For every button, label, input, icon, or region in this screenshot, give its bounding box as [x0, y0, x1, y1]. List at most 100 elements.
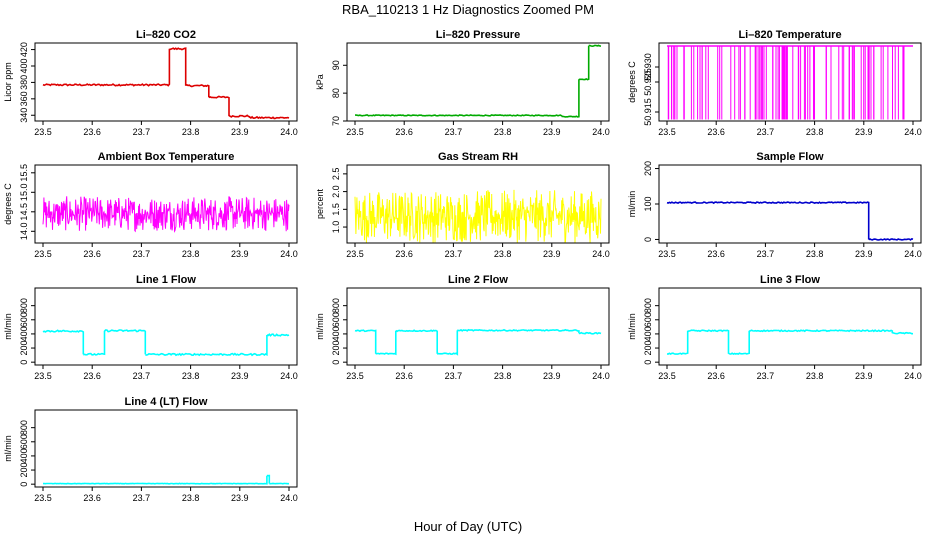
x-tick-label: 24.0 [904, 127, 922, 137]
plot-frame [34, 164, 298, 244]
x-tick-label: 23.9 [231, 127, 249, 137]
y-tick-label: 0 [19, 360, 29, 365]
y-tick-label: 400 [19, 448, 29, 463]
plot-frame [658, 42, 922, 122]
x-tick-label: 23.7 [133, 493, 151, 503]
x-tick-label: 24.0 [280, 249, 298, 259]
series-line [354, 189, 602, 243]
y-tick-label: 800 [19, 420, 29, 435]
series-segment [588, 44, 602, 48]
series-segment [436, 330, 459, 356]
series-segment [868, 238, 914, 241]
y-axis-label: Licor ppm [3, 62, 13, 102]
panel-9: Line 3 Flow 23.5 23.6 23.7 23.8 23.9 24.0 0 2004… [627, 274, 922, 381]
series-line [42, 196, 290, 233]
x-tick-label: 23.7 [445, 249, 463, 259]
series-segment [83, 330, 106, 356]
plot-frame [34, 287, 298, 366]
series-segment [687, 329, 730, 354]
y-tick-label: 600 [19, 434, 29, 449]
plot-frame [658, 164, 922, 244]
y-tick-label: 200 [643, 341, 653, 356]
x-tick-label: 23.6 [83, 371, 101, 381]
x-tick-label: 23.6 [395, 249, 413, 259]
y-tick-label: 800 [19, 298, 29, 313]
y-axis-label: degrees C [627, 61, 637, 103]
plot-frame [34, 409, 298, 488]
x-tick-label: 23.6 [707, 249, 725, 259]
x-tick-label: 23.8 [806, 127, 824, 137]
panel-title: Li–820 Temperature [738, 29, 841, 41]
x-tick-label: 23.7 [445, 127, 463, 137]
x-tick-label: 23.5 [34, 371, 52, 381]
x-tick-label: 23.7 [445, 371, 463, 381]
y-tick-label: 70 [331, 116, 341, 126]
x-tick-label: 24.0 [592, 371, 610, 381]
y-tick-label: 1.5 [331, 203, 341, 216]
series-segment [103, 329, 147, 355]
x-tick-label: 23.8 [806, 371, 824, 381]
series-segment [666, 330, 689, 356]
panel-7: Line 1 Flow 23.5 23.6 23.7 23.8 23.9 24.0 0 2004… [3, 274, 298, 381]
series [354, 189, 602, 243]
series-segment [169, 47, 187, 86]
y-tick-label: 14.0 [19, 223, 29, 241]
panel-5: Gas Stream RH 23.5 23.6 23.7 23.8 23.9 24.0 1.0… [315, 151, 610, 259]
y-tick-label: 400 [19, 58, 29, 73]
panel-3: Li–820 Temperature 23.5 23.6 23.7 23.8 23.9 24… [627, 29, 922, 137]
y-tick-label: 800 [331, 298, 341, 313]
x-tick-label: 23.6 [83, 249, 101, 259]
x-tick-label: 23.5 [658, 127, 676, 137]
y-tick-label: 50.930 [643, 53, 653, 81]
x-tick-label: 23.8 [182, 249, 200, 259]
x-tick-label: 23.5 [34, 493, 52, 503]
panel-title: Line 1 Flow [136, 274, 196, 286]
series-segment [456, 328, 580, 334]
series [42, 196, 290, 233]
x-tick-label: 23.5 [346, 127, 364, 137]
x-tick-label: 23.6 [395, 371, 413, 381]
series [667, 45, 913, 120]
series-segment [395, 329, 439, 354]
x-tick-label: 24.0 [904, 249, 922, 259]
x-tick-label: 23.9 [231, 249, 249, 259]
series-segment [749, 329, 894, 334]
x-tick-label: 23.8 [806, 249, 824, 259]
y-tick-label: 600 [331, 312, 341, 327]
x-tick-label: 24.0 [280, 127, 298, 137]
x-tick-label: 23.9 [231, 371, 249, 381]
y-tick-label: 0 [643, 237, 653, 242]
series-segment [578, 331, 602, 335]
x-tick-label: 23.6 [83, 127, 101, 137]
y-tick-label: 14.5 [19, 203, 29, 221]
series-segment [355, 114, 563, 117]
x-tick-label: 23.5 [658, 371, 676, 381]
y-tick-label: 50.915 [643, 98, 653, 126]
series [42, 47, 290, 120]
y-tick-label: 400 [331, 326, 341, 341]
x-tick-label: 23.9 [855, 249, 873, 259]
x-tick-label: 23.7 [133, 127, 151, 137]
x-tick-label: 23.8 [494, 371, 512, 381]
panel-title: Li–820 Pressure [436, 29, 520, 41]
series [354, 328, 602, 356]
panel-4: Ambient Box Temperature 23.5 23.6 23.7 23.8 2… [3, 151, 298, 259]
plot-frame [658, 287, 922, 366]
x-tick-label: 23.6 [395, 127, 413, 137]
panel-2: Li–820 Pressure 23.5 23.6 23.7 23.8 23.9 24.0 7… [315, 29, 610, 137]
x-tick-label: 23.9 [543, 127, 561, 137]
plot-frame [346, 164, 610, 244]
series-segment [266, 333, 290, 337]
y-tick-label: 80 [331, 88, 341, 98]
series [42, 329, 290, 357]
x-tick-label: 23.7 [757, 249, 775, 259]
x-tick-label: 23.9 [231, 493, 249, 503]
series-segment [43, 475, 268, 485]
y-axis-label: ml/min [3, 435, 13, 462]
x-tick-label: 23.8 [182, 127, 200, 137]
panel-6: Sample Flow 23.5 23.6 23.7 23.8 23.9 24.0 0 100 2… [627, 151, 922, 259]
x-tick-label: 23.7 [757, 127, 775, 137]
y-tick-label: 15.0 [19, 184, 29, 202]
y-tick-label: 15.5 [19, 164, 29, 182]
y-tick-label: 200 [19, 463, 29, 478]
